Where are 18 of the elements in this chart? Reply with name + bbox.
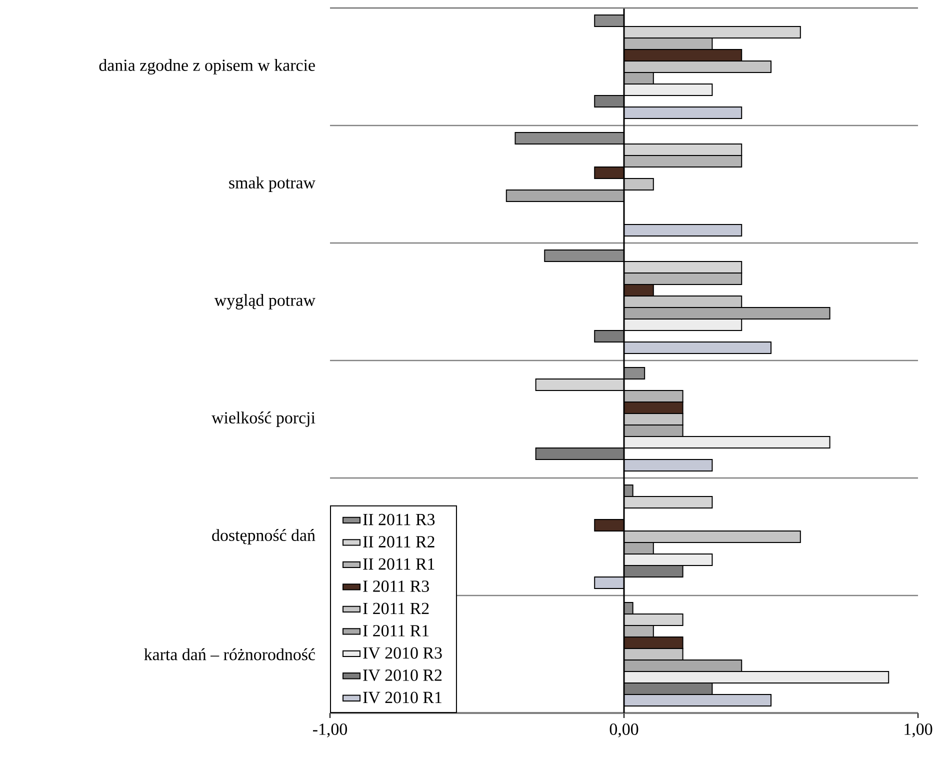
legend-label: IV 2010 R1 (363, 692, 442, 704)
legend-label: II 2011 R1 (363, 558, 434, 570)
y-tick-label: dania zgodne z opisem w karcie (99, 59, 315, 74)
y-tick-label: dostępność dań (212, 529, 316, 544)
x-tick-label: -1,00 (312, 724, 347, 738)
legend-label: I 2011 R2 (363, 602, 429, 614)
x-tick-label: 1,00 (904, 724, 932, 738)
legend-label: I 2011 R3 (363, 580, 429, 592)
x-tick-label: 0,00 (610, 724, 638, 738)
y-tick-label: wygląd potraw (214, 294, 316, 310)
legend-label: IV 2010 R2 (363, 670, 442, 682)
y-tick-label: karta dań – różnorodność (144, 648, 315, 660)
legend-label: IV 2010 R3 (363, 647, 442, 659)
y-tick-label: wielkość porcji (212, 412, 316, 427)
legend-label: II 2011 R2 (363, 536, 434, 548)
legend-label: II 2011 R3 (363, 514, 435, 526)
y-tick-label: smak potraw (229, 176, 316, 192)
legend-label: I 2011 R1 (363, 625, 429, 636)
